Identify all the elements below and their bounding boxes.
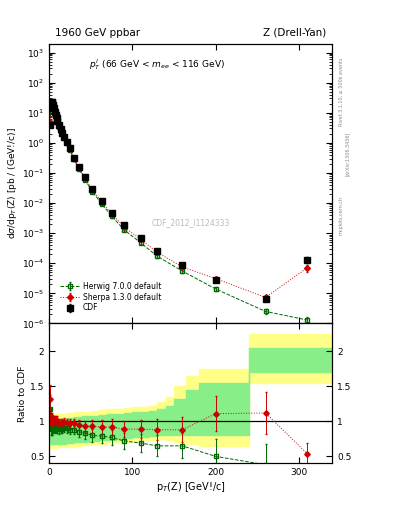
Text: [arXiv:1306.3436]: [arXiv:1306.3436] (345, 132, 350, 176)
Text: mcplots.cern.ch: mcplots.cern.ch (339, 196, 344, 234)
Legend: Herwig 7.0.0 default, Sherpa 1.3.0 default, CDF: Herwig 7.0.0 default, Sherpa 1.3.0 defau… (59, 280, 163, 314)
Y-axis label: d$\sigma$/dp$_T$(Z) [pb / (GeV!/c)]: d$\sigma$/dp$_T$(Z) [pb / (GeV!/c)] (6, 127, 19, 240)
Text: $p_T^l$ (66 GeV < $m_{ee}$ < 116 GeV): $p_T^l$ (66 GeV < $m_{ee}$ < 116 GeV) (89, 57, 225, 72)
Text: Z (Drell-Yan): Z (Drell-Yan) (263, 28, 327, 38)
Text: 1960 GeV ppbar: 1960 GeV ppbar (55, 28, 140, 38)
Text: CDF_2012_I1124333: CDF_2012_I1124333 (151, 218, 230, 227)
Y-axis label: Ratio to CDF: Ratio to CDF (18, 365, 27, 421)
X-axis label: p$_T$(Z) [GeV!/c]: p$_T$(Z) [GeV!/c] (156, 480, 226, 494)
Text: Rivet 3.1.10, ≥ 500k events: Rivet 3.1.10, ≥ 500k events (339, 58, 344, 126)
